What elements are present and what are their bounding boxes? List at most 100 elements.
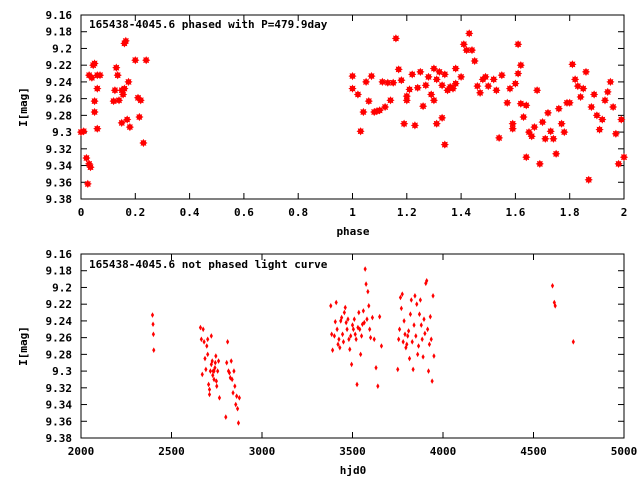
- data-point: [357, 309, 361, 316]
- data-point: [532, 86, 542, 95]
- data-point: [431, 293, 435, 299]
- x-tick-label: 0.2: [125, 206, 145, 219]
- data-point: [413, 293, 417, 299]
- data-point: [432, 353, 436, 359]
- data-point: [386, 96, 395, 105]
- data-point: [348, 71, 357, 81]
- data-point: [428, 313, 432, 320]
- data-point: [429, 64, 438, 73]
- data-point: [199, 336, 203, 343]
- y-tick-label: 9.32: [46, 143, 73, 156]
- data-point: [399, 305, 403, 312]
- data-point: [336, 341, 340, 348]
- data-point: [505, 84, 515, 93]
- data-point: [404, 344, 408, 351]
- data-point: [200, 371, 204, 378]
- y-tick-label: 9.16: [46, 9, 73, 22]
- chart-title: 165438-4045.6 not phased light curve: [89, 258, 328, 271]
- data-point: [234, 401, 238, 408]
- data-point: [565, 98, 574, 107]
- data-point: [408, 70, 417, 79]
- data-point: [348, 346, 352, 353]
- data-point: [209, 333, 213, 339]
- data-point: [362, 319, 366, 326]
- data-point: [114, 96, 124, 105]
- x-axis-label: hjd0: [340, 464, 367, 477]
- data-point: [560, 127, 569, 137]
- data-points: [76, 29, 629, 188]
- data-point: [378, 313, 382, 320]
- data-point: [215, 383, 219, 389]
- data-point: [206, 351, 210, 358]
- y-tick-label: 9.24: [46, 76, 73, 89]
- data-point: [356, 127, 365, 136]
- data-point: [541, 134, 550, 143]
- data-point: [456, 72, 466, 82]
- data-point: [235, 405, 240, 412]
- data-point: [437, 113, 447, 123]
- data-point: [380, 102, 390, 112]
- x-tick-label: 1: [349, 206, 356, 219]
- y-tick-label: 9.3: [52, 365, 72, 378]
- data-point: [421, 81, 430, 90]
- data-point: [82, 153, 91, 163]
- plot-frame: [80, 253, 625, 439]
- axis-ticks: 0 0.2 0.4 0.6 0.8 1 1.2 1.4 1.6 1.8 2 9.16 9.18 9.2 9.…: [46, 9, 628, 219]
- data-point: [492, 86, 501, 95]
- data-point: [551, 149, 561, 158]
- data-point: [109, 96, 118, 106]
- data-point: [350, 322, 355, 328]
- data-point: [368, 326, 372, 333]
- data-point: [226, 339, 230, 345]
- data-point: [420, 336, 424, 343]
- data-point: [340, 331, 345, 338]
- data-point: [402, 318, 406, 324]
- x-tick-label: 3500: [339, 445, 366, 458]
- data-point: [214, 378, 218, 384]
- data-point: [557, 119, 566, 128]
- data-point: [354, 336, 358, 343]
- y-tick-label: 9.32: [46, 382, 73, 395]
- data-point: [440, 70, 449, 79]
- data-point: [414, 333, 418, 339]
- data-point: [216, 358, 221, 364]
- x-tick-label: 1.8: [560, 206, 580, 219]
- data-point: [475, 88, 485, 97]
- data-point: [595, 125, 604, 134]
- data-point: [489, 75, 498, 84]
- data-point: [367, 303, 371, 309]
- data-point: [538, 118, 547, 127]
- y-tick-label: 9.2: [52, 42, 72, 55]
- data-point: [424, 72, 433, 82]
- data-point: [93, 124, 102, 133]
- x-tick-label: 2: [621, 206, 628, 219]
- plot-frame: [80, 14, 625, 200]
- data-point: [426, 368, 431, 374]
- x-axis-label: phase: [336, 225, 369, 238]
- data-point: [570, 75, 580, 84]
- x-tick-label: 1.4: [451, 206, 471, 219]
- data-point: [342, 309, 346, 316]
- data-point: [408, 311, 413, 318]
- data-point: [432, 119, 441, 128]
- data-point: [617, 115, 626, 124]
- data-point: [229, 358, 233, 364]
- data-point: [416, 351, 420, 358]
- x-tick-label: 1.2: [397, 206, 417, 219]
- data-point: [203, 355, 207, 362]
- data-point: [346, 316, 350, 323]
- data-point: [359, 333, 364, 339]
- data-point: [422, 316, 426, 323]
- data-point: [470, 56, 479, 66]
- x-tick-label: 0.4: [180, 206, 200, 219]
- data-point: [430, 378, 434, 384]
- data-point: [90, 59, 99, 68]
- data-point: [397, 76, 406, 85]
- data-point: [440, 140, 449, 149]
- data-point: [212, 368, 216, 374]
- data-point: [374, 364, 378, 371]
- x-tick-label: 1.6: [505, 206, 525, 219]
- data-point: [401, 339, 405, 345]
